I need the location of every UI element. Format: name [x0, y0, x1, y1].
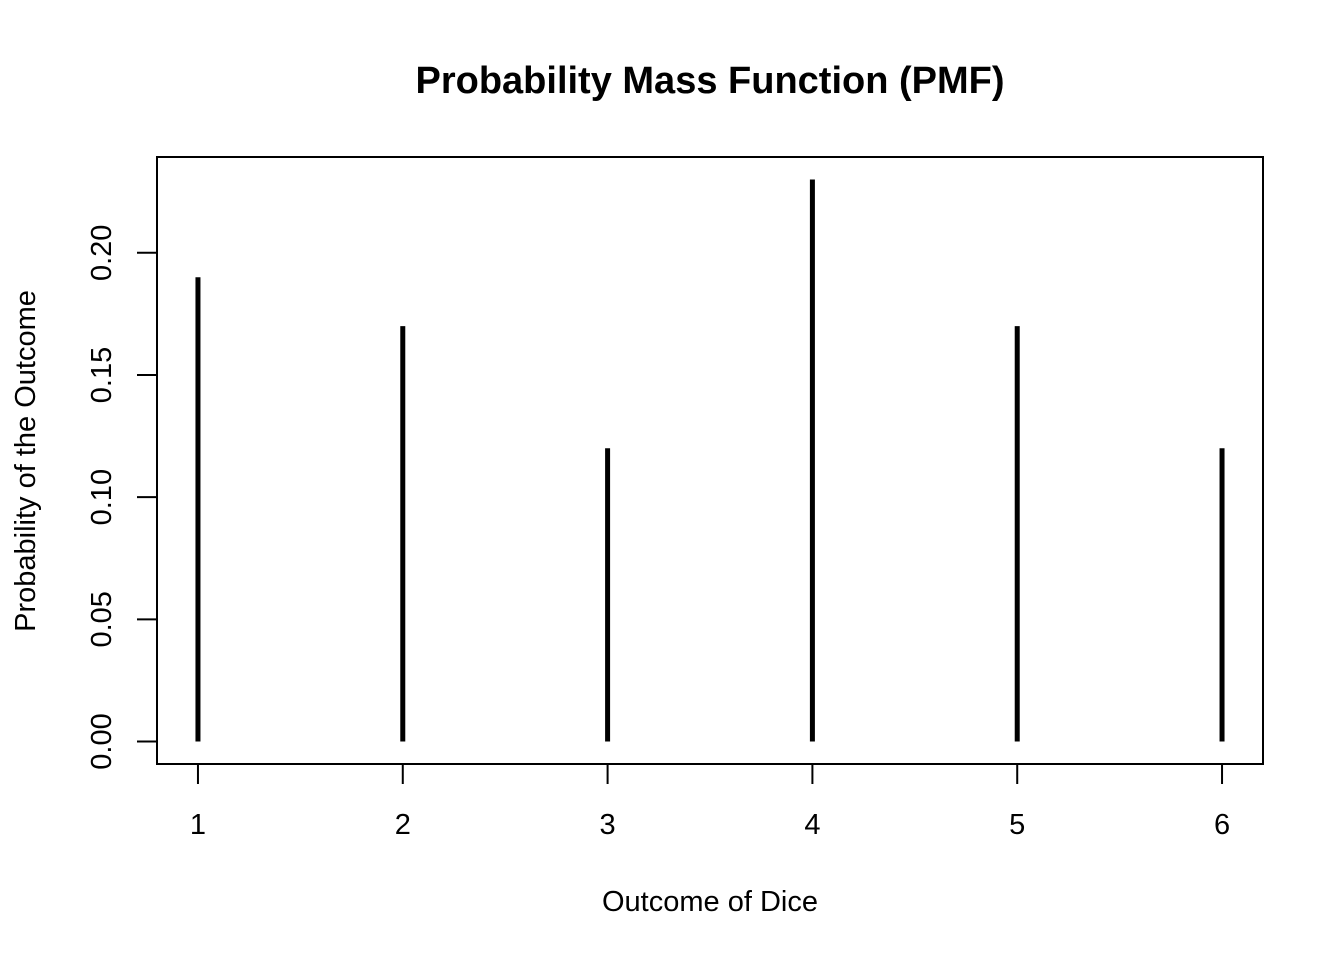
x-tick-label-5: 5: [1009, 809, 1025, 841]
y-axis-label: Probability of the Outcome: [10, 290, 42, 632]
x-tick-label-6: 6: [1214, 809, 1230, 841]
x-axis: 1 2 3 4 5 6: [190, 763, 1230, 841]
chart-title: Probability Mass Function (PMF): [415, 60, 1004, 102]
x-tick-label-1: 1: [190, 809, 206, 841]
y-tick-label-4: 0.20: [86, 225, 118, 281]
plot-frame: [156, 156, 1264, 765]
y-tick-label-2: 0.10: [86, 469, 118, 525]
y-axis: 0.00 0.05 0.10 0.15 0.20: [86, 225, 158, 770]
y-tick-label-0: 0.00: [86, 713, 118, 769]
x-tick-label-2: 2: [395, 809, 411, 841]
x-tick-label-3: 3: [600, 809, 616, 841]
x-tick-label-4: 4: [804, 809, 820, 841]
bars-layer: [195, 179, 1225, 742]
y-tick-label-3: 0.15: [86, 347, 118, 403]
y-tick-label-1: 0.05: [86, 591, 118, 647]
x-axis-label: Outcome of Dice: [602, 886, 818, 918]
